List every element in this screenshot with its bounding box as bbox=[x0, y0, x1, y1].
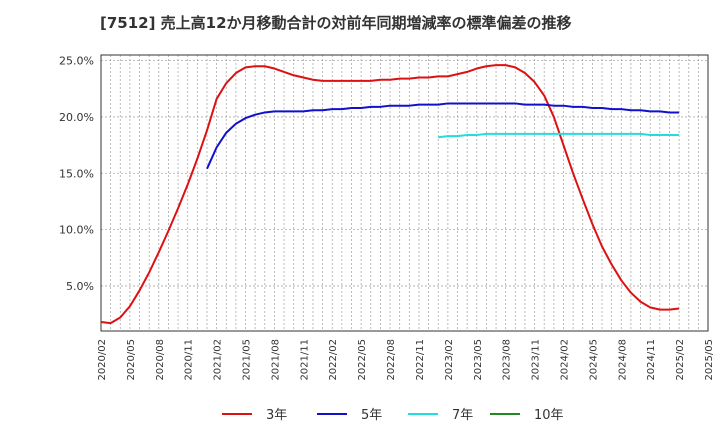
legend-label-1: 5年 bbox=[361, 408, 382, 423]
series-layer bbox=[100, 64, 680, 325]
x-tick-label: 2024/02 bbox=[559, 339, 570, 381]
plot-frame bbox=[100, 54, 709, 332]
legend: 3年 5年 7年 10年 bbox=[222, 408, 564, 423]
x-tick-label: 2021/05 bbox=[242, 339, 253, 381]
x-tick-label: 2020/08 bbox=[155, 339, 166, 381]
legend-label-2: 7年 bbox=[452, 408, 473, 423]
y-tick-label: 10.0% bbox=[59, 224, 94, 237]
x-tick-label: 2023/05 bbox=[473, 339, 484, 381]
x-tick-label: 2025/05 bbox=[704, 339, 715, 381]
x-tick-label: 2022/02 bbox=[328, 339, 339, 381]
x-tick-label: 2020/11 bbox=[184, 339, 195, 381]
y-tick-label: 5.0% bbox=[66, 280, 94, 293]
x-tick-label: 2021/11 bbox=[299, 339, 310, 381]
x-tick-label: 2022/08 bbox=[386, 339, 397, 381]
grid bbox=[101, 55, 708, 331]
series-line-0 bbox=[100, 64, 680, 325]
y-tick-label: 15.0% bbox=[59, 167, 94, 180]
legend-label-3: 10年 bbox=[534, 408, 564, 423]
x-tick-label: 2020/05 bbox=[126, 339, 137, 381]
x-tick-label: 2022/11 bbox=[415, 339, 426, 381]
x-tick-label: 2020/02 bbox=[97, 339, 108, 381]
chart-title: [7512] 売上高12か月移動合計の対前年同期増減率の標準偏差の推移 bbox=[100, 14, 572, 32]
x-tick-label: 2023/11 bbox=[531, 339, 542, 381]
x-tick-label: 2025/02 bbox=[675, 339, 686, 381]
x-tick-label: 2023/02 bbox=[444, 339, 455, 381]
y-tick-label: 20.0% bbox=[59, 111, 94, 124]
x-tick-label: 2023/08 bbox=[502, 339, 513, 381]
x-tick-label: 2021/02 bbox=[213, 339, 224, 381]
legend-label-0: 3年 bbox=[266, 408, 287, 423]
series-line-1 bbox=[206, 102, 680, 170]
y-axis: 5.0% 10.0% 15.0% 20.0% 25.0% bbox=[59, 55, 94, 293]
x-tick-label: 2024/11 bbox=[646, 339, 657, 381]
x-axis: 2020/02 2020/05 2020/08 2020/11 2021/02 2021/… bbox=[97, 339, 715, 381]
x-tick-label: 2024/08 bbox=[617, 339, 628, 381]
x-tick-label: 2022/05 bbox=[357, 339, 368, 381]
x-tick-label: 2024/05 bbox=[588, 339, 599, 381]
x-tick-label: 2021/08 bbox=[270, 339, 281, 381]
series-line-2 bbox=[438, 132, 680, 139]
y-tick-label: 25.0% bbox=[59, 55, 94, 68]
